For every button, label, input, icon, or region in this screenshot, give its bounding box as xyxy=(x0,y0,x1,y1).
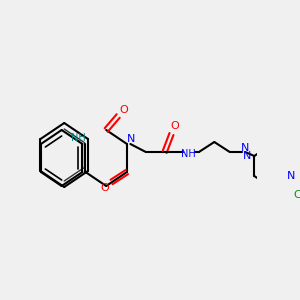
Text: NH: NH xyxy=(181,149,196,159)
Text: N: N xyxy=(241,143,249,153)
Text: N: N xyxy=(127,134,135,144)
Text: O: O xyxy=(170,121,179,131)
Text: N: N xyxy=(243,151,252,161)
Text: O: O xyxy=(100,183,109,193)
Text: O: O xyxy=(119,105,128,115)
Text: N: N xyxy=(286,171,295,181)
Text: NH: NH xyxy=(71,133,86,143)
Text: Cl: Cl xyxy=(293,190,300,200)
